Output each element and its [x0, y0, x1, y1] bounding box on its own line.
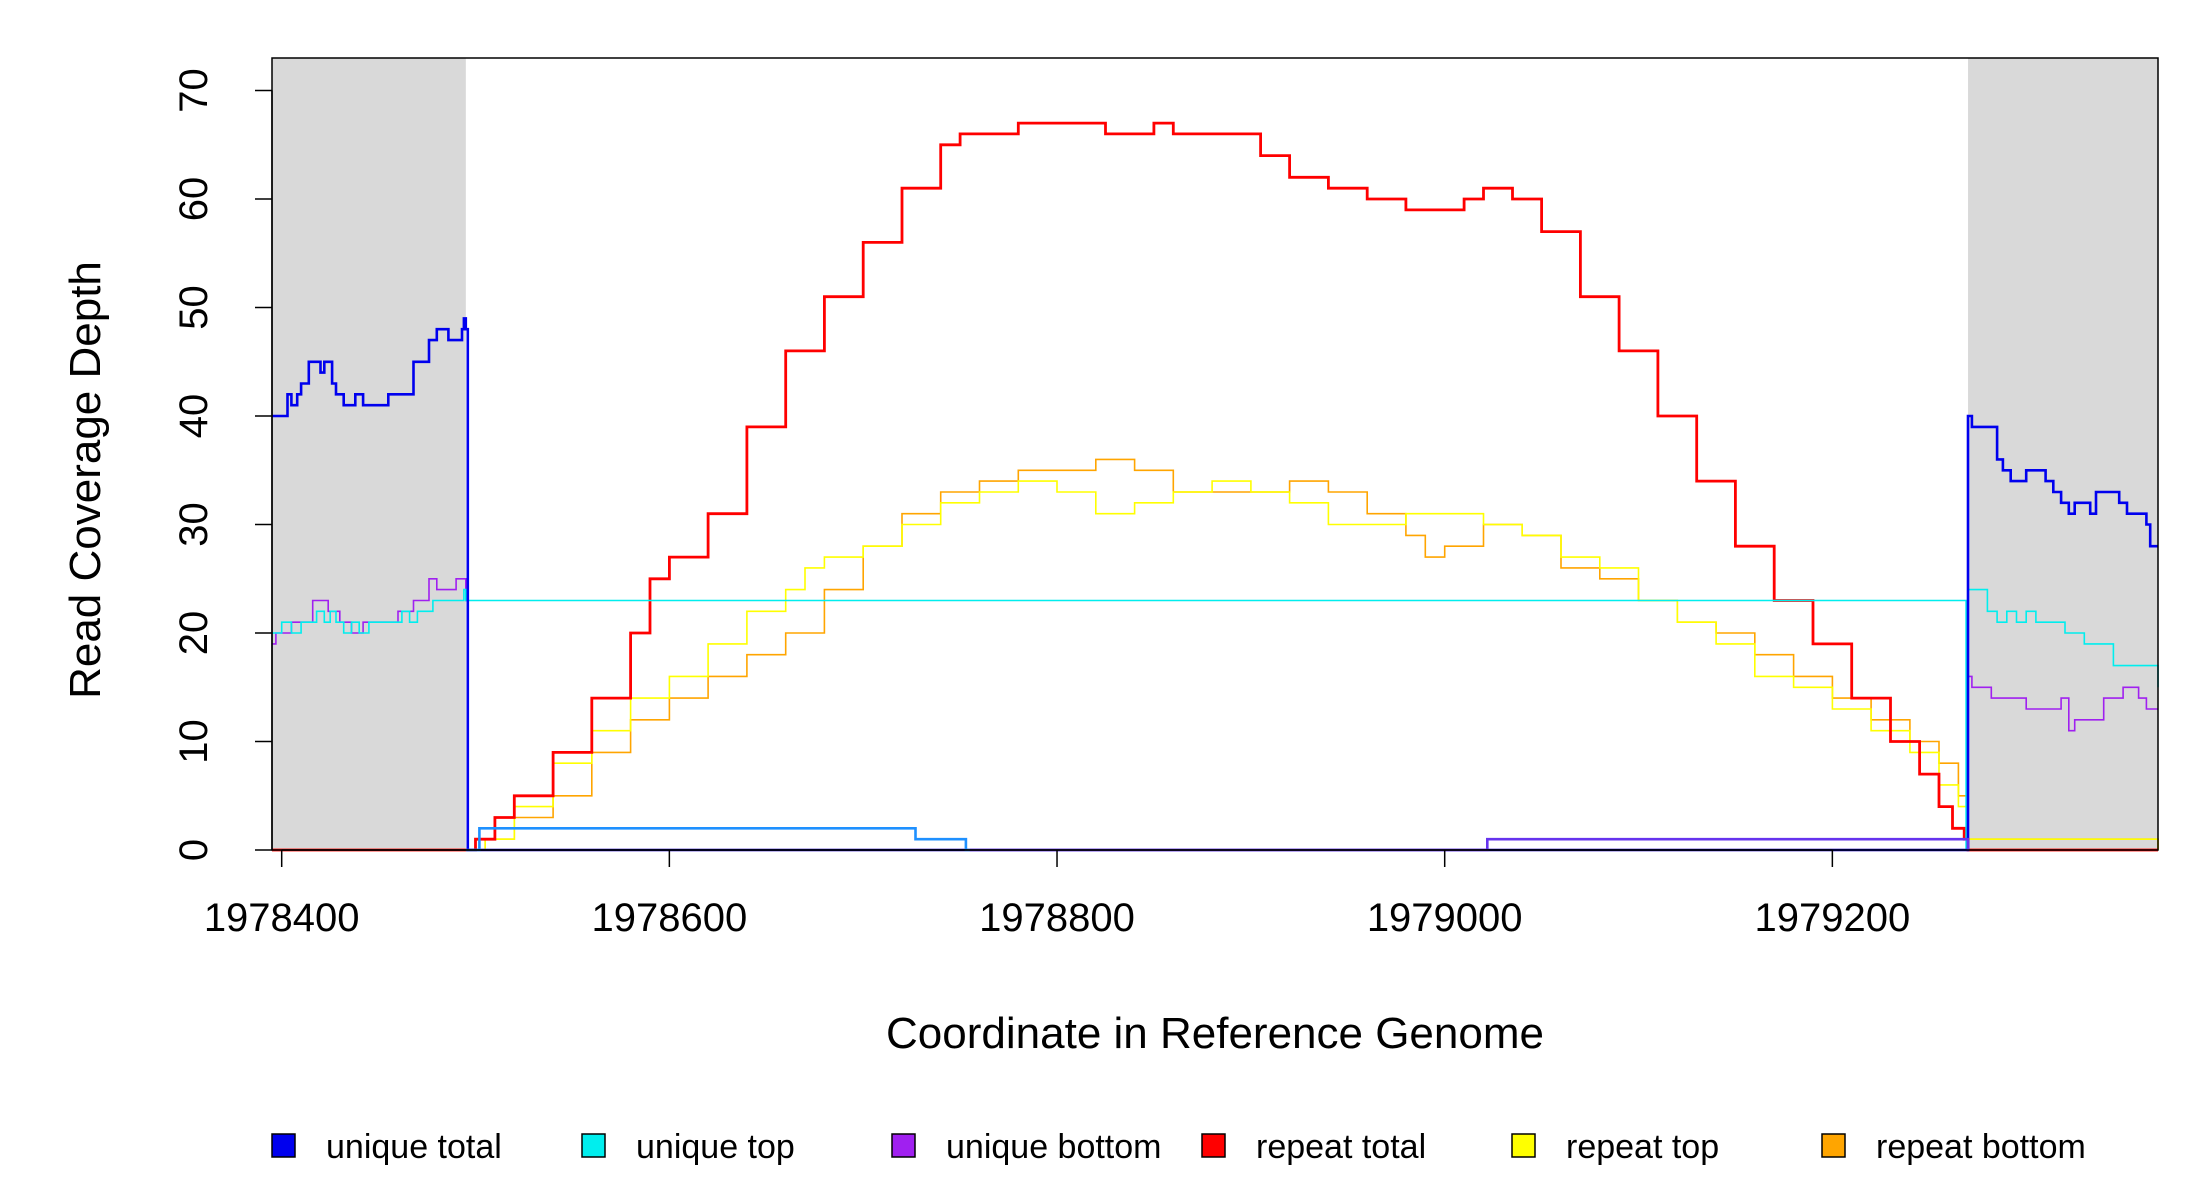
series-line-unique-top [272, 588, 2159, 851]
legend-label-repeat-total: repeat total [1256, 1128, 1426, 1166]
series-line-repeat-bottom [272, 458, 2159, 851]
y-tick-label: 10 [172, 719, 216, 764]
x-tick-label: 1979200 [1754, 896, 1910, 940]
legend-label-unique-top: unique top [636, 1128, 795, 1166]
legend-label-unique-total: unique total [326, 1128, 502, 1166]
legend-swatch-repeat-top [1511, 1133, 1536, 1158]
x-tick-label: 1979000 [1367, 896, 1523, 940]
y-tick-label: 50 [172, 285, 216, 330]
shaded-regions [272, 58, 2158, 850]
x-tick-label: 1978600 [591, 896, 747, 940]
legend-label-repeat-top: repeat top [1566, 1128, 1719, 1166]
y-tick-label: 0 [172, 839, 216, 861]
x-axis-label: Coordinate in Reference Genome [886, 1009, 1544, 1058]
low-coverage-trace-1 [465, 827, 970, 852]
legend: unique total unique top unique bottom repea… [271, 1128, 2086, 1166]
y-tick-label: 30 [172, 502, 216, 547]
y-tick-label: 20 [172, 611, 216, 656]
low-coverage-trace-2 [969, 837, 1970, 852]
series-line-unique-bottom [272, 578, 2158, 851]
shaded-region-2 [1968, 58, 2158, 850]
shaded-region-1 [272, 58, 466, 850]
series-line-unique-total [272, 317, 2158, 852]
y-axis-label: Read Coverage Depth [61, 261, 110, 699]
legend-swatch-unique-total [271, 1133, 296, 1158]
y-tick-label: 60 [172, 177, 216, 222]
y-axis: 0 10 20 30 40 50 60 70 [172, 68, 273, 861]
legend-label-unique-bottom: unique bottom [946, 1128, 1162, 1166]
x-tick-label: 1978400 [204, 896, 360, 940]
legend-swatch-unique-top [581, 1133, 606, 1158]
legend-swatch-repeat-bottom [1821, 1133, 1846, 1158]
y-tick-label: 40 [172, 394, 216, 439]
y-tick-label: 70 [172, 68, 216, 113]
legend-swatch-unique-bottom [891, 1133, 916, 1158]
legend-swatch-repeat-total [1201, 1133, 1226, 1158]
series-line-repeat-top [272, 480, 2159, 851]
legend-label-repeat-bottom: repeat bottom [1876, 1128, 2086, 1166]
x-tick-label: 1978800 [979, 896, 1135, 940]
series-line-repeat-total [272, 121, 2158, 852]
x-axis: 1978400 1978600 1978800 1979000 1979200 [204, 849, 1910, 940]
series-lines [272, 121, 2159, 852]
